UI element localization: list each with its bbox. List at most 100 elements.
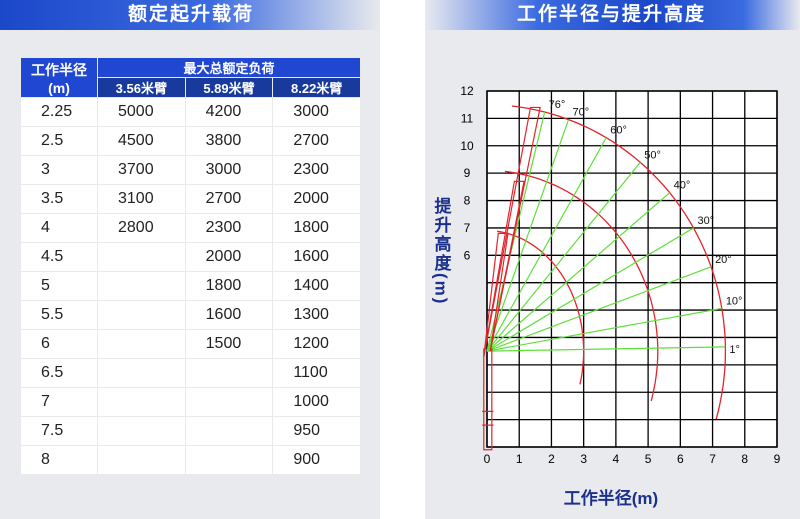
y-tick-label: 12 (460, 84, 474, 98)
angle-label: 70° (573, 107, 590, 119)
boom-header: 8.22米臂 (273, 78, 360, 97)
table-cell: 5 (21, 272, 97, 300)
table-cell: 2700 (273, 127, 360, 155)
angle-ray (486, 346, 726, 352)
table-cell: 1200 (273, 330, 360, 358)
y-tick-label: 8 (464, 194, 471, 208)
table-cell (98, 301, 185, 329)
y-tick-label: 6 (464, 248, 471, 262)
table-cell: 5000 (98, 98, 185, 126)
angle-ray (486, 119, 570, 352)
x-tick-label: 9 (774, 452, 781, 466)
load-table: 工作半径(m) 最大总额定负荷 3.56米臂 5.89米臂 8.22米臂 2.25 5… (20, 57, 361, 475)
header-cell: 工作半径(m) (21, 58, 97, 97)
table-cell: 7 (21, 388, 97, 416)
table-cell: 3000 (185, 156, 273, 184)
table-cell: 1500 (185, 330, 273, 358)
load-panel: 额定起升载荷 工作半径(m) 最大总额定负荷 3.56米臂 5.89米臂 8.22米… (0, 0, 380, 519)
y-tick-label: 9 (464, 166, 471, 180)
y-axis-label: 提升高度(m) (432, 197, 452, 305)
angle-label: 30° (697, 215, 714, 227)
x-tick-label: 2 (548, 452, 555, 466)
table-cell (185, 388, 273, 416)
table-cell (98, 243, 185, 271)
table-cell: 3000 (273, 98, 360, 126)
x-tick-label: 4 (613, 452, 620, 466)
table-cell: 1800 (185, 272, 273, 300)
x-tick-label: 5 (645, 452, 652, 466)
header-row: 工作半径(m) 最大总额定负荷 (21, 58, 360, 97)
x-tick-label: 7 (709, 452, 716, 466)
boom-header: 5.89米臂 (185, 78, 273, 97)
table-cell: 5.5 (21, 301, 97, 329)
table-cell (98, 359, 185, 387)
table-cell: 2800 (98, 214, 185, 242)
table-cell: 3.5 (21, 185, 97, 213)
boom (483, 106, 541, 357)
table-cell: 4500 (98, 127, 185, 155)
table-cell: 900 (273, 446, 360, 474)
angle-label: 60° (610, 125, 627, 137)
table-cell: 4200 (185, 98, 273, 126)
angle-ray (486, 192, 671, 352)
table-row: 6.5 1100 (21, 359, 360, 387)
table-cell (98, 417, 185, 445)
angle-ray (486, 227, 694, 352)
table-cell: 1800 (273, 214, 360, 242)
table-row: 5 1800 1400 (21, 272, 360, 300)
table-cell: 1400 (273, 272, 360, 300)
table-cell: 1000 (273, 388, 360, 416)
crane-column (482, 348, 494, 451)
x-tick-label: 0 (484, 452, 491, 466)
boom-header: 3.56米臂 (98, 78, 185, 97)
x-tick-label: 1 (516, 452, 523, 466)
angle-ray (486, 137, 607, 352)
x-axis-label: 工作半径(m) (564, 488, 658, 508)
table-cell (98, 388, 185, 416)
table-cell: 2300 (273, 156, 360, 184)
range-envelope (504, 170, 659, 402)
table-cell (185, 359, 273, 387)
table-cell: 4 (21, 214, 97, 242)
table-cell: 2700 (185, 185, 273, 213)
table-cell: 3700 (98, 156, 185, 184)
table-row: 7 1000 (21, 388, 360, 416)
table-cell: 1600 (185, 301, 273, 329)
angle-label: 10° (726, 295, 743, 307)
y-tick-label: 10 (460, 139, 474, 153)
angle-label: 20° (715, 254, 732, 266)
table-cell: 1600 (273, 243, 360, 271)
angle-label: 40° (674, 180, 691, 192)
header-row: 3.56米臂 5.89米臂 8.22米臂 (21, 78, 360, 97)
panel-title: 额定起升载荷 (0, 0, 380, 30)
table-row: 4.5 2000 1600 (21, 243, 360, 271)
table-cell: 3800 (185, 127, 273, 155)
plot-area (486, 90, 778, 448)
table-cell: 2000 (185, 243, 273, 271)
x-tick-label: 8 (741, 452, 748, 466)
table-cell: 2.25 (21, 98, 97, 126)
angle-ray (486, 266, 712, 352)
table-row: 5.5 1600 1300 (21, 301, 360, 329)
table-cell: 2000 (273, 185, 360, 213)
table-cell (98, 272, 185, 300)
table-row: 2.5 4500 3800 2700 (21, 127, 360, 155)
table-cell (98, 446, 185, 474)
y-tick-label: 11 (461, 111, 474, 125)
table-row: 3 3700 3000 2300 (21, 156, 360, 184)
angle-ray (486, 307, 722, 352)
table-row: 3.5 3100 2700 2000 (21, 185, 360, 213)
table-cell (185, 446, 273, 474)
table-cell (185, 417, 273, 445)
table-cell: 950 (273, 417, 360, 445)
boom (483, 232, 509, 357)
angle-label: 1° (729, 344, 740, 356)
table-cell: 1100 (273, 359, 360, 387)
table-cell: 4.5 (21, 243, 97, 271)
x-tick-label: 6 (677, 452, 684, 466)
table-cell: 8 (21, 446, 97, 474)
table-row: 4 2800 2300 1800 (21, 214, 360, 242)
table-cell: 7.5 (21, 417, 97, 445)
